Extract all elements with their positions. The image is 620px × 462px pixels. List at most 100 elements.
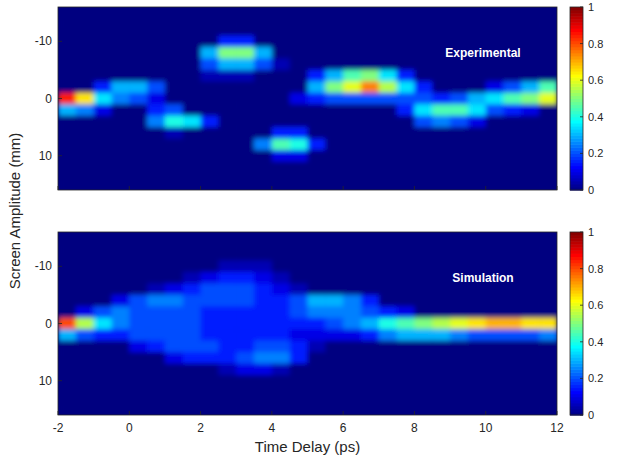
heat-cell	[147, 398, 165, 410]
heat-cell	[325, 398, 343, 410]
heat-cell	[343, 7, 361, 13]
heat-cell	[379, 341, 397, 353]
heat-cell	[58, 364, 76, 376]
heat-cell	[129, 249, 147, 261]
heat-cell	[165, 261, 183, 273]
heat-cell	[521, 272, 539, 284]
heat-cell	[58, 70, 76, 82]
heat-cell	[254, 24, 272, 36]
heat-cell	[147, 161, 165, 173]
heat-cell	[486, 249, 504, 261]
heat-cell	[94, 283, 112, 295]
heat-cell	[129, 173, 147, 185]
heat-cell	[111, 295, 129, 307]
heat-cell	[165, 249, 183, 261]
heat-cell	[147, 409, 165, 415]
heat-cell	[486, 352, 504, 364]
heat-cell	[272, 409, 290, 415]
heat-cell	[290, 13, 308, 25]
heat-cell	[468, 306, 486, 318]
x-tick	[58, 411, 59, 415]
heat-cell	[111, 127, 129, 139]
heat-cell	[432, 58, 450, 70]
heat-cell	[504, 249, 522, 261]
heat-cell	[94, 184, 112, 190]
heat-cell	[414, 329, 432, 341]
heat-cell	[361, 13, 379, 25]
heat-cell	[539, 24, 557, 36]
heat-cell	[165, 139, 183, 151]
heat-cell	[432, 127, 450, 139]
heat-cell	[504, 386, 522, 398]
y-tick-label: 10	[39, 374, 53, 388]
heat-cell	[325, 36, 343, 48]
heat-cell	[165, 329, 183, 341]
heat-cell	[58, 150, 76, 162]
heat-cell	[486, 127, 504, 139]
heat-cell	[308, 272, 326, 284]
heat-cell	[325, 81, 343, 93]
heat-cell	[308, 150, 326, 162]
heat-cell	[94, 306, 112, 318]
heat-cell	[468, 13, 486, 25]
heat-cell	[201, 352, 219, 364]
heat-cell	[308, 161, 326, 173]
heat-cell	[94, 341, 112, 353]
heat-cell	[58, 24, 76, 36]
heat-cell	[486, 13, 504, 25]
heat-cell	[343, 386, 361, 398]
heat-cell	[397, 70, 415, 82]
heat-cell	[58, 261, 76, 273]
heat-cell	[308, 24, 326, 36]
heat-cell	[414, 306, 432, 318]
heat-cell	[201, 283, 219, 295]
heat-cell	[58, 81, 76, 93]
heat-cell	[432, 7, 450, 13]
heat-cell	[147, 306, 165, 318]
colorbar-tick-label: 0	[588, 184, 594, 196]
heat-cell	[414, 295, 432, 307]
heat-cell	[254, 329, 272, 341]
heat-cell	[254, 352, 272, 364]
colorbar-tick-label: 0	[588, 409, 594, 421]
x-tick-label: 8	[411, 421, 418, 435]
heat-cell	[397, 272, 415, 284]
heat-cell	[325, 7, 343, 13]
y-tick	[58, 155, 62, 156]
heat-cell	[111, 364, 129, 376]
heat-cell	[325, 184, 343, 190]
heat-cell	[343, 36, 361, 48]
heat-cell	[272, 398, 290, 410]
heat-cell	[165, 81, 183, 93]
heat-cell	[236, 375, 254, 387]
heat-cell	[129, 375, 147, 387]
heat-cell	[272, 184, 290, 190]
heat-cell	[147, 364, 165, 376]
colorbar-tick	[580, 116, 583, 117]
heat-cell	[129, 36, 147, 48]
heat-cell	[236, 93, 254, 105]
heat-cell	[129, 47, 147, 59]
heat-cell	[290, 409, 308, 415]
heat-cell	[468, 150, 486, 162]
heat-cell	[379, 249, 397, 261]
heat-cell	[325, 238, 343, 250]
heat-cell	[201, 104, 219, 116]
heat-cell	[218, 24, 236, 36]
heat-cell	[468, 386, 486, 398]
heat-cell	[272, 93, 290, 105]
heat-cell	[539, 58, 557, 70]
heat-cell	[450, 24, 468, 36]
heat-cell	[379, 58, 397, 70]
heat-cell	[361, 150, 379, 162]
heat-cell	[94, 398, 112, 410]
heat-cell	[504, 409, 522, 415]
heat-cell	[468, 318, 486, 330]
x-tick-label: -2	[53, 421, 64, 435]
heat-cell	[432, 386, 450, 398]
heat-cell	[521, 341, 539, 353]
heat-cell	[236, 70, 254, 82]
heat-cell	[432, 184, 450, 190]
heat-cell	[468, 7, 486, 13]
heat-cell	[308, 13, 326, 25]
